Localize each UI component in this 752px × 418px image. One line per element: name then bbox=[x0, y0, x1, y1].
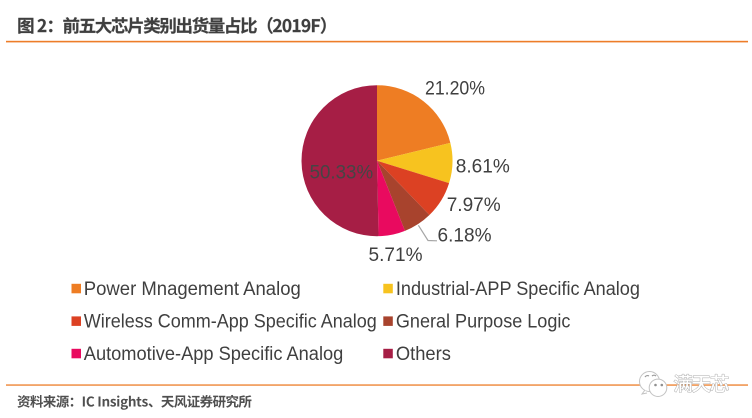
svg-text:Power Mnagement Analog: Power Mnagement Analog bbox=[84, 279, 301, 300]
svg-text:Others: Others bbox=[396, 344, 451, 365]
svg-text:5.71%: 5.71% bbox=[369, 244, 423, 266]
svg-text:50.33%: 50.33% bbox=[310, 162, 374, 184]
svg-text:6.18%: 6.18% bbox=[438, 225, 492, 247]
svg-text:Industrial-APP Specific Analog: Industrial-APP Specific Analog bbox=[396, 279, 640, 300]
svg-text:Gneral Purpose Logic: Gneral Purpose Logic bbox=[396, 312, 571, 333]
svg-text:Automotive-App Specific Analog: Automotive-App Specific Analog bbox=[84, 344, 344, 365]
svg-text:7.97%: 7.97% bbox=[447, 194, 501, 216]
svg-text:Wireless Comm-App Specific Ana: Wireless Comm-App Specific Analog bbox=[84, 312, 377, 333]
svg-text:21.20%: 21.20% bbox=[425, 77, 485, 99]
svg-text:8.61%: 8.61% bbox=[456, 155, 510, 177]
